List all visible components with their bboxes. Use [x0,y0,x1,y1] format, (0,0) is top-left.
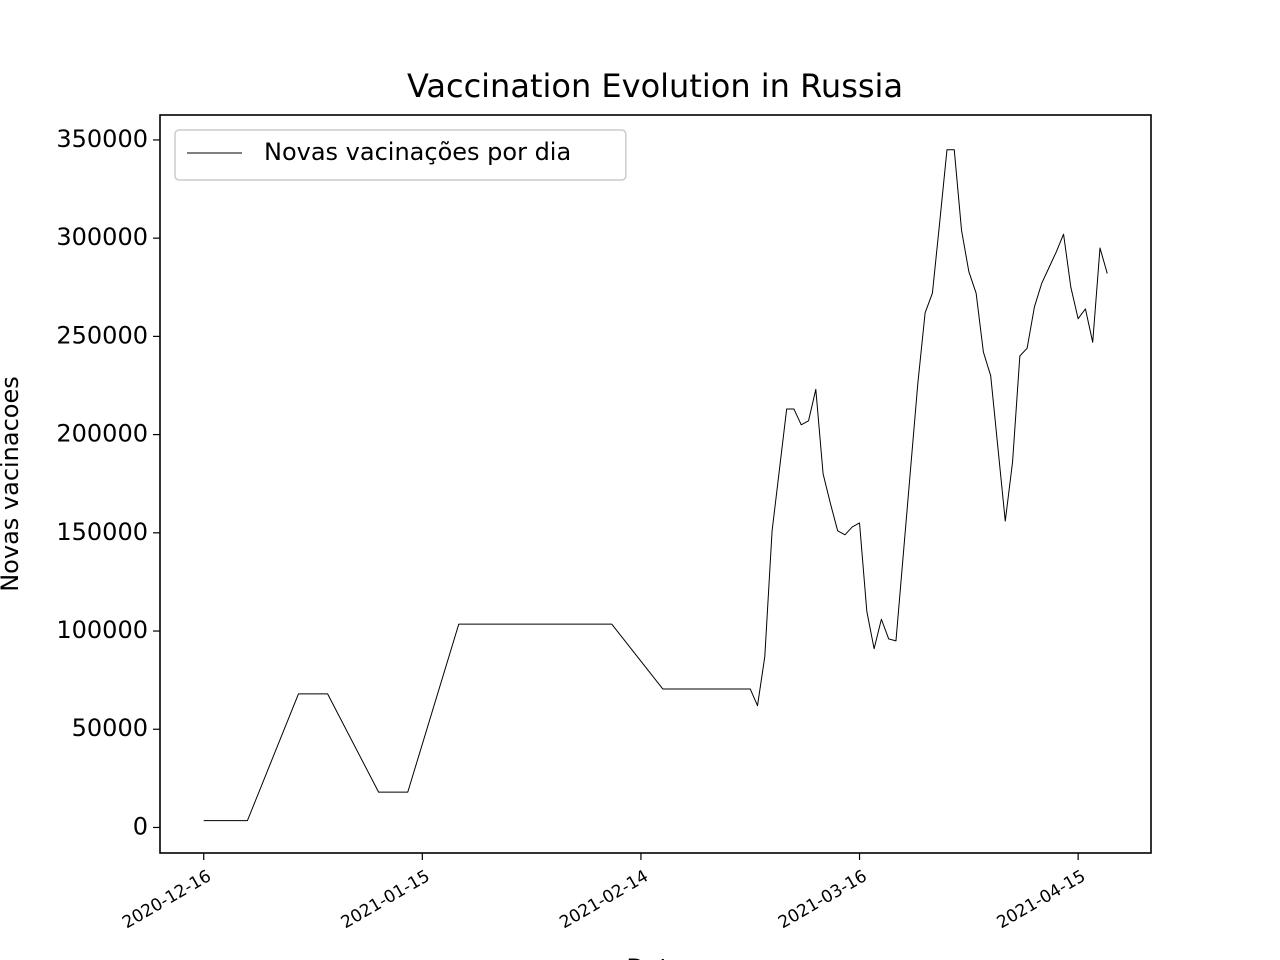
x-tick-label: 2021-04-15 [994,866,1090,933]
x-tick-label: 2021-02-14 [556,866,652,933]
y-tick-label: 300000 [56,223,148,251]
legend-label: Novas vacinações por dia [264,138,571,166]
data-line [203,149,1108,822]
chart-title: Vaccination Evolution in Russia [407,67,903,105]
y-tick-label: 150000 [56,518,148,546]
y-tick-label: 250000 [56,321,148,349]
y-tick-label: 350000 [56,125,148,153]
x-axis-label: Date [626,954,683,960]
x-tick-label: 2021-01-15 [338,866,434,933]
y-tick-label: 200000 [56,420,148,448]
y-tick-label: 0 [133,812,148,840]
legend-box [174,129,627,181]
axes-frame [159,114,1152,854]
y-axis-label: Novas vacinacoes [0,376,24,592]
x-tick-label: 2021-03-16 [775,866,871,933]
y-tick-label: 100000 [56,616,148,644]
x-tick-label: 2020-12-16 [119,866,215,933]
y-tick-label: 50000 [72,714,148,742]
